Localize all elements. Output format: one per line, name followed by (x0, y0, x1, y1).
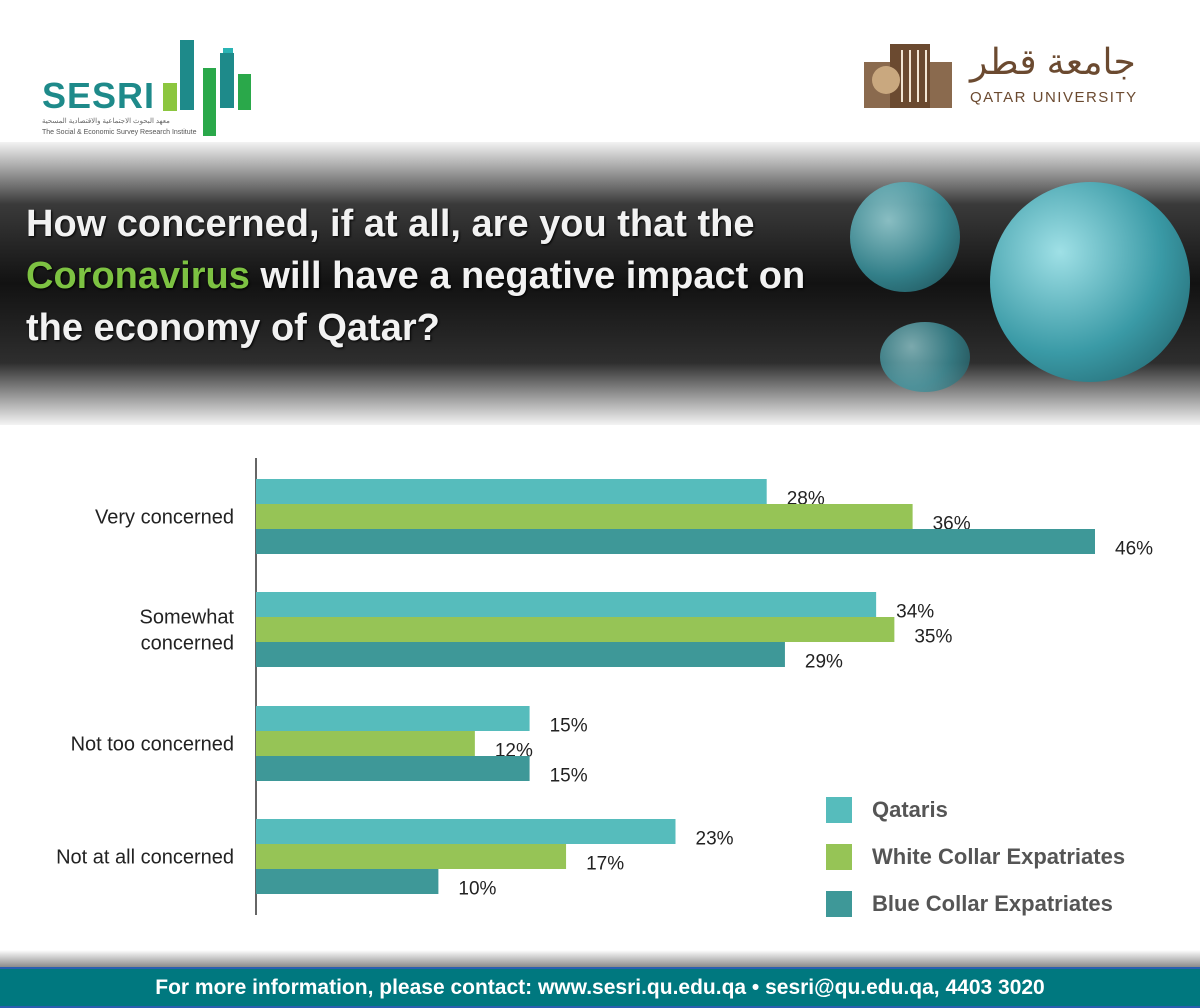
data-label: 46% (1115, 539, 1153, 560)
question-text: How concerned, if at all, are you that t… (26, 203, 755, 245)
sesri-subtitle: The Social & Economic Survey Research In… (42, 129, 197, 136)
data-label: 17% (586, 854, 624, 875)
bar (256, 731, 475, 756)
bar (256, 869, 439, 894)
footer: For more information, please contact: ww… (0, 950, 1200, 1008)
category-label: Not at all concerned (56, 847, 234, 869)
bar (256, 529, 1095, 554)
bar-chart: Very concerned 28% 36% 46% Somewhat concerned… (0, 425, 1200, 950)
data-label: 15% (550, 766, 588, 787)
qu-english-name: QATAR UNIVERSITY (970, 89, 1138, 106)
bar (256, 592, 877, 617)
legend-swatch (826, 890, 852, 917)
legend-item-blue-collar: Blue Collar Expatriates (826, 880, 1125, 927)
bar (256, 617, 895, 642)
data-label: 34% (896, 602, 934, 623)
bar (256, 756, 530, 781)
legend-item-qataris: Qataris (826, 786, 1125, 833)
legend-item-white-collar: White Collar Expatriates (826, 833, 1125, 880)
bar (256, 706, 530, 731)
sesri-arabic-name: معهد البحوث الاجتماعية والاقتصادية المسح… (42, 118, 170, 125)
sesri-wordmark: SESRI (42, 75, 156, 116)
data-label: 23% (696, 829, 734, 850)
data-label: 29% (805, 652, 843, 673)
chart-svg: Very concerned28%36%46%Somewhatconcerned… (56, 458, 1153, 915)
virus-image-icon (880, 322, 970, 392)
legend-label: White Collar Expatriates (872, 843, 1126, 869)
bar (256, 479, 767, 504)
category-label: Not too concerned (71, 734, 234, 756)
qu-emblem-icon (864, 44, 952, 108)
qu-arabic-name: جامعة قطر (970, 41, 1136, 82)
data-label: 10% (458, 879, 496, 900)
bar (256, 819, 676, 844)
category-label: concerned (141, 633, 234, 655)
virus-image-icon (990, 182, 1190, 382)
header: SESRI معهد البحوث الاجتماعية والاقتصادية… (0, 0, 1200, 142)
chart-legend: Qataris White Collar Expatriates Blue Co… (826, 786, 1125, 927)
legend-label: Blue Collar Expatriates (872, 890, 1113, 916)
data-label: 15% (550, 716, 588, 737)
data-label: 35% (914, 627, 952, 648)
sesri-logo: SESRI معهد البحوث الاجتماعية والاقتصادية… (40, 38, 270, 138)
bar (256, 504, 913, 529)
legend-swatch (826, 843, 852, 870)
virus-image-icon (850, 182, 960, 292)
question-title: How concerned, if at all, are you that t… (26, 198, 846, 354)
legend-label: Qataris (872, 796, 948, 822)
category-label: Somewhat (140, 607, 235, 629)
legend-swatch (826, 796, 852, 823)
qatar-university-logo: جامعة قطر QATAR UNIVERSITY (862, 42, 1162, 112)
category-label: Very concerned (95, 507, 234, 529)
contact-info: For more information, please contact: ww… (0, 967, 1200, 1008)
sesri-people-graphic-icon (163, 40, 251, 136)
bar (256, 844, 567, 869)
question-highlight: Coronavirus (26, 255, 250, 297)
question-text: will have a negative impact on the econo… (26, 255, 806, 349)
bar (256, 642, 785, 667)
question-banner (0, 142, 1200, 425)
